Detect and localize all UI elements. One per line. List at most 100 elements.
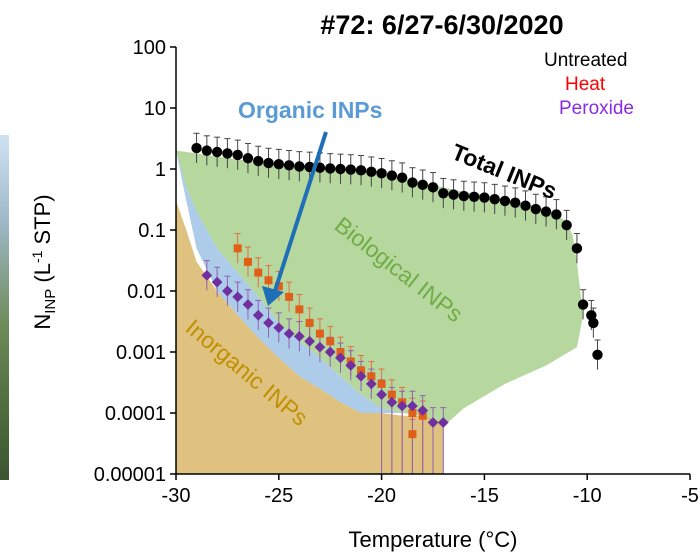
- untreated-point: [499, 195, 511, 207]
- peroxide-point: [273, 322, 285, 334]
- photo-strip: [0, 135, 9, 480]
- peroxide-point: [345, 360, 357, 371]
- peroxide-point: [314, 341, 326, 353]
- untreated-point: [263, 157, 274, 169]
- svg-text:NINP (L-1 STP): NINP (L-1 STP): [29, 194, 59, 329]
- peroxide-point: [417, 405, 429, 416]
- y-tick-label: 0.0001: [105, 403, 166, 425]
- x-tick-label: -25: [264, 485, 293, 507]
- untreated-point: [448, 189, 459, 200]
- heat-point: [274, 282, 283, 291]
- untreated-point: [427, 182, 439, 193]
- heat-point: [357, 366, 366, 375]
- peroxide-point: [335, 352, 346, 364]
- x-tick-label: -15: [470, 485, 499, 507]
- untreated-point: [232, 149, 243, 161]
- untreated-point: [551, 209, 562, 220]
- untreated-point: [376, 168, 387, 179]
- y-axis-label: NINP (L-1 STP): [29, 194, 59, 329]
- region-2: [176, 200, 444, 474]
- peroxide-point: [427, 417, 439, 428]
- untreated-point: [520, 200, 531, 211]
- y-label-sup: -1: [29, 250, 45, 263]
- untreated-point: [588, 317, 599, 329]
- untreated-point: [530, 203, 541, 215]
- peroxide-point: [242, 299, 254, 310]
- heat-point: [408, 430, 417, 439]
- heat-point: [387, 390, 396, 399]
- untreated-point: [294, 161, 305, 172]
- untreated-point: [366, 166, 377, 177]
- peroxide-point: [201, 270, 213, 281]
- x-tick-label: -30: [162, 485, 191, 507]
- untreated-point: [211, 146, 223, 158]
- y-label-unit-open: (L: [30, 263, 55, 289]
- untreated-point: [201, 145, 213, 156]
- y-ticks-layer: 0.00001 0.0001 0.001 0.01 0.1 1 10 100: [94, 37, 176, 486]
- untreated-point: [468, 191, 480, 203]
- heat-point: [315, 329, 324, 338]
- peroxide-point: [304, 335, 316, 347]
- y-label-unit-close: STP): [30, 194, 55, 250]
- untreated-point: [273, 158, 284, 170]
- untreated-point: [222, 148, 233, 159]
- organic-arrow: [262, 131, 328, 306]
- y-tick-label: 100: [133, 37, 166, 59]
- untreated-point: [489, 193, 500, 205]
- untreated-point: [355, 165, 367, 176]
- heat-point: [295, 305, 304, 314]
- untreated-point: [577, 299, 589, 310]
- peroxide-point: [252, 309, 264, 321]
- peroxide-point: [437, 417, 449, 428]
- y-tick-label: 0.001: [116, 342, 166, 364]
- untreated-point: [407, 177, 418, 188]
- legend-untreated: Untreated: [544, 50, 627, 71]
- heat-point: [408, 409, 417, 417]
- heat-point: [377, 379, 386, 388]
- peroxide-point: [324, 346, 336, 358]
- heat-point: [285, 292, 294, 301]
- y-label-main: N: [30, 314, 55, 330]
- untreated-point: [571, 243, 583, 254]
- points-layer: [191, 142, 603, 439]
- x-ticks-layer: -30 -25 -20 -15 -10 -5: [162, 474, 699, 507]
- heat-point: [254, 268, 263, 277]
- untreated-point: [242, 153, 254, 164]
- peroxide-point: [263, 317, 274, 329]
- untreated-point: [479, 192, 490, 203]
- untreated-point: [335, 163, 346, 175]
- peroxide-point: [407, 400, 418, 412]
- untreated-point: [592, 349, 603, 360]
- x-tick-label: -5: [681, 485, 699, 507]
- peroxide-point: [283, 328, 295, 340]
- untreated-point: [386, 170, 398, 181]
- untreated-point: [345, 164, 356, 175]
- peroxide-point: [355, 370, 367, 382]
- untreated-point: [540, 206, 552, 217]
- legend-peroxide: Peroxide: [559, 98, 634, 119]
- heat-point: [305, 318, 314, 327]
- peroxide-point: [222, 285, 233, 297]
- regions-layer: [176, 150, 584, 474]
- x-tick-label: -10: [573, 485, 602, 507]
- y-tick-label: 0.00001: [94, 464, 166, 486]
- peroxide-point: [396, 400, 408, 412]
- y-tick-label: 10: [144, 98, 166, 120]
- untreated-point: [253, 155, 264, 167]
- heat-point: [367, 372, 376, 381]
- heat-point: [233, 244, 242, 253]
- peroxide-point: [211, 276, 223, 288]
- heat-point: [326, 337, 335, 346]
- peroxide-point: [386, 396, 398, 408]
- untreated-point: [191, 142, 202, 154]
- y-tick-label: 1: [155, 159, 166, 181]
- chart-title: #72: 6/27-6/30/2020: [320, 10, 563, 40]
- x-tick-label: -20: [367, 485, 396, 507]
- annotation-organic-inps: Organic INPs: [238, 97, 382, 123]
- heat-point: [264, 276, 273, 285]
- y-tick-label: 0.1: [138, 220, 166, 242]
- untreated-point: [510, 197, 521, 208]
- region-0: [176, 150, 584, 427]
- heat-point: [243, 257, 252, 266]
